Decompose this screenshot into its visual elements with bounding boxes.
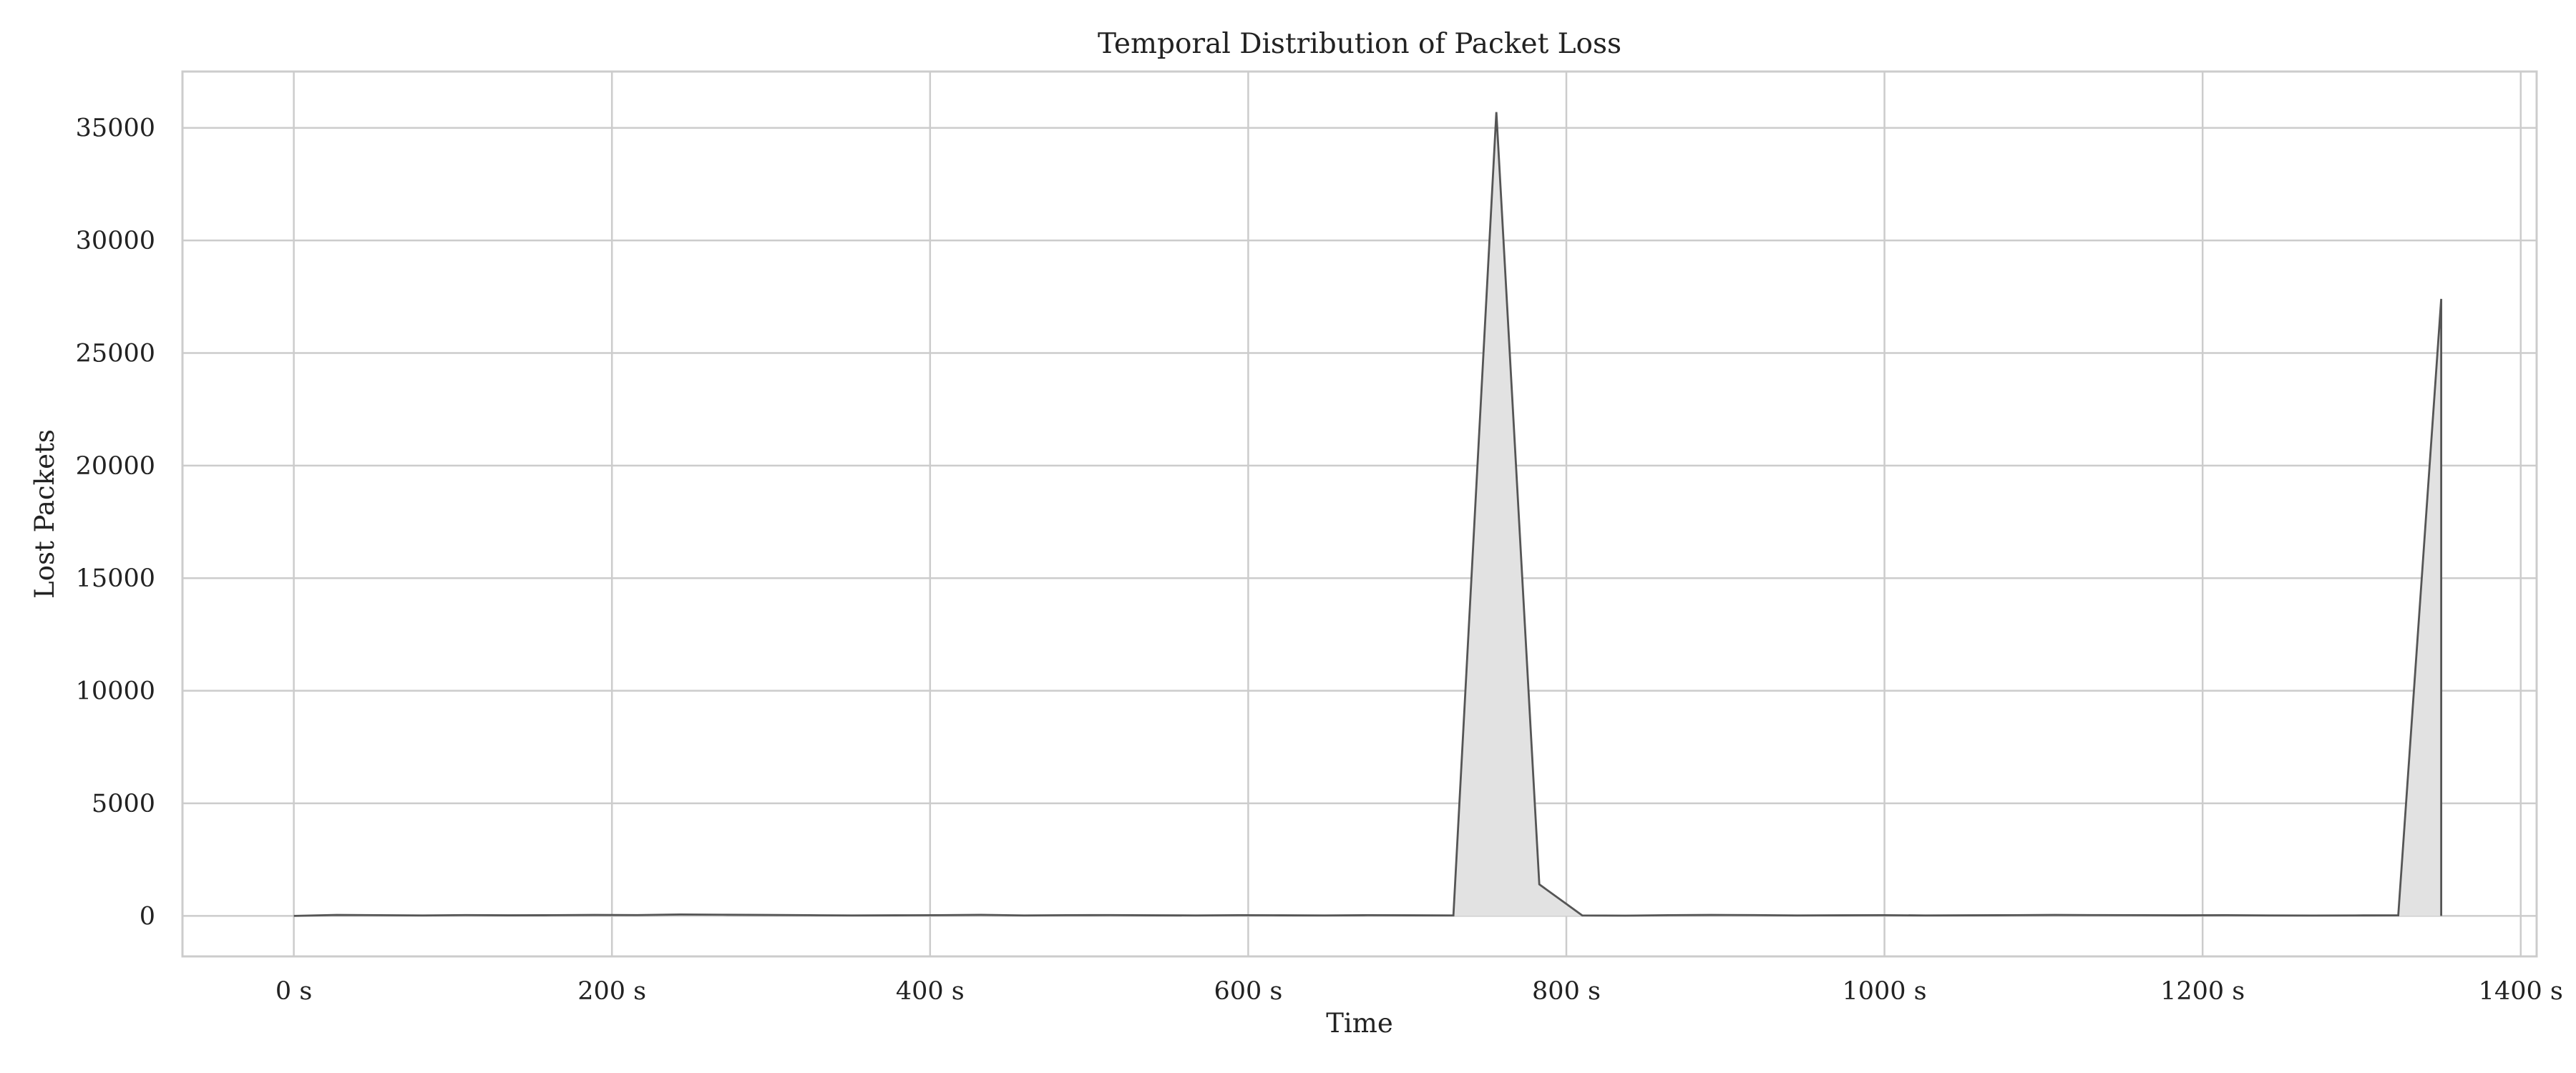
y-tick-label: 35000: [76, 114, 155, 143]
x-tick-label: 600 s: [1214, 977, 1282, 1006]
y-tick-label: 0: [140, 902, 155, 931]
x-tick-label: 400 s: [896, 977, 965, 1006]
y-tick-label: 10000: [76, 677, 155, 706]
x-tick-label: 800 s: [1532, 977, 1601, 1006]
x-axis-label: Time: [1326, 1008, 1393, 1039]
y-tick-label: 15000: [76, 564, 155, 593]
area-series: [293, 112, 2443, 917]
y-axis-ticks: 0 5000 10000 15000 20000 25000 30000 35000: [76, 114, 155, 931]
x-tick-label: 200 s: [577, 977, 646, 1006]
x-axis-ticks: 0 s 200 s 400 s 600 s 800 s 1000 s 1200 s 1400 …: [275, 977, 2563, 1006]
x-tick-label: 0 s: [275, 977, 312, 1006]
chart-title: Temporal Distribution of Packet Loss: [1098, 28, 1621, 60]
series-line: [293, 112, 2443, 917]
y-tick-label: 5000: [92, 790, 155, 818]
y-tick-label: 30000: [76, 227, 155, 255]
x-tick-label: 1000 s: [1842, 977, 1926, 1006]
grid-lines: [182, 72, 2537, 956]
plot-frame: [181, 70, 2538, 958]
y-tick-label: 20000: [76, 452, 155, 481]
y-tick-label: 25000: [76, 339, 155, 368]
x-tick-label: 1400 s: [2479, 977, 2563, 1006]
y-axis-label: Lost Packets: [29, 429, 60, 599]
x-tick-label: 1200 s: [2160, 977, 2245, 1006]
